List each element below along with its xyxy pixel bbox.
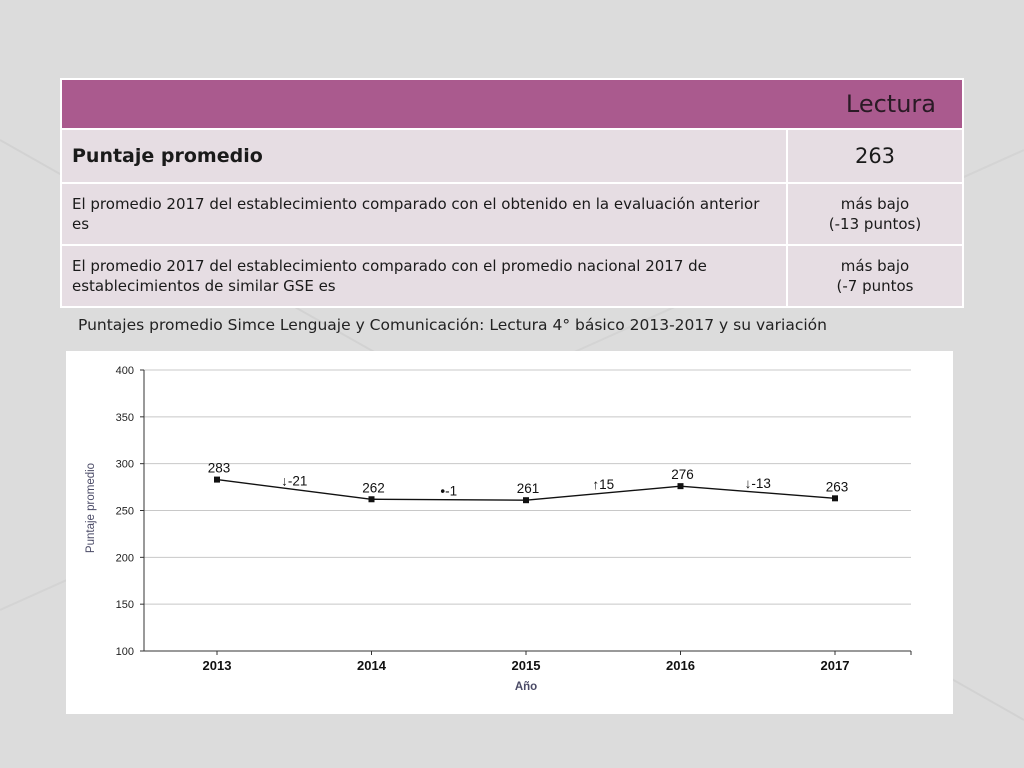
data-label: 276 bbox=[671, 467, 694, 482]
data-point bbox=[677, 483, 684, 490]
y-tick-label: 250 bbox=[116, 506, 134, 518]
table-row: Puntaje promedio 263 bbox=[60, 128, 964, 184]
x-tick-label: 2016 bbox=[666, 658, 695, 673]
variation-label: •-1 bbox=[440, 484, 457, 499]
y-tick-label: 150 bbox=[116, 599, 134, 611]
row-value-detail: (-13 puntos) bbox=[828, 215, 922, 233]
chart-svg: 100 150 200 250 300 350 400 2013 2014 2015 2016 201… bbox=[85, 365, 912, 693]
chart-caption: Puntajes promedio Simce Lenguaje y Comun… bbox=[78, 316, 827, 334]
row-value: 263 bbox=[786, 128, 964, 184]
x-tick-label: 2014 bbox=[357, 658, 387, 673]
results-table: Lectura Puntaje promedio 263 El promedio… bbox=[60, 78, 964, 308]
row-value-main: más bajo bbox=[840, 257, 910, 275]
data-point bbox=[832, 495, 838, 502]
table-row: El promedio 2017 del establecimiento com… bbox=[60, 182, 964, 246]
data-label: 283 bbox=[208, 461, 231, 476]
row-value-main: más bajo bbox=[840, 195, 910, 213]
data-point bbox=[523, 497, 529, 504]
row-value: más bajo (-13 puntos) bbox=[786, 182, 964, 246]
data-point bbox=[214, 476, 220, 483]
line-chart: 100 150 200 250 300 350 400 2013 2014 2015 2016 201… bbox=[66, 351, 953, 714]
x-tick-label: 2015 bbox=[512, 658, 541, 673]
y-tick-label: 300 bbox=[116, 459, 134, 471]
header-lectura: Lectura bbox=[787, 78, 964, 130]
y-axis-label: Puntaje promedio bbox=[85, 463, 97, 553]
y-tick-label: 100 bbox=[116, 646, 134, 658]
x-axis-label: Año bbox=[515, 681, 537, 693]
y-tick-label: 400 bbox=[116, 365, 134, 377]
data-point bbox=[368, 496, 375, 503]
variation-label: ↓-13 bbox=[745, 476, 771, 491]
row-label: El promedio 2017 del establecimiento com… bbox=[60, 182, 788, 246]
x-tick-label: 2013 bbox=[203, 658, 232, 673]
data-label: 263 bbox=[826, 479, 849, 494]
row-value-detail: (-7 puntos bbox=[836, 277, 914, 295]
x-tick-label: 2017 bbox=[821, 658, 850, 673]
row-value: más bajo (-7 puntos bbox=[786, 244, 964, 308]
variation-label: ↓-21 bbox=[281, 473, 307, 488]
data-label: 262 bbox=[362, 480, 385, 495]
row-label: El promedio 2017 del establecimiento com… bbox=[60, 244, 788, 308]
table-header-row: Lectura bbox=[60, 78, 964, 130]
data-label: 261 bbox=[517, 481, 540, 496]
y-tick-label: 350 bbox=[116, 412, 134, 424]
variation-label: ↑15 bbox=[592, 477, 614, 492]
table-row: El promedio 2017 del establecimiento com… bbox=[60, 244, 964, 308]
row-label: Puntaje promedio bbox=[60, 128, 788, 184]
y-tick-label: 200 bbox=[116, 552, 134, 564]
